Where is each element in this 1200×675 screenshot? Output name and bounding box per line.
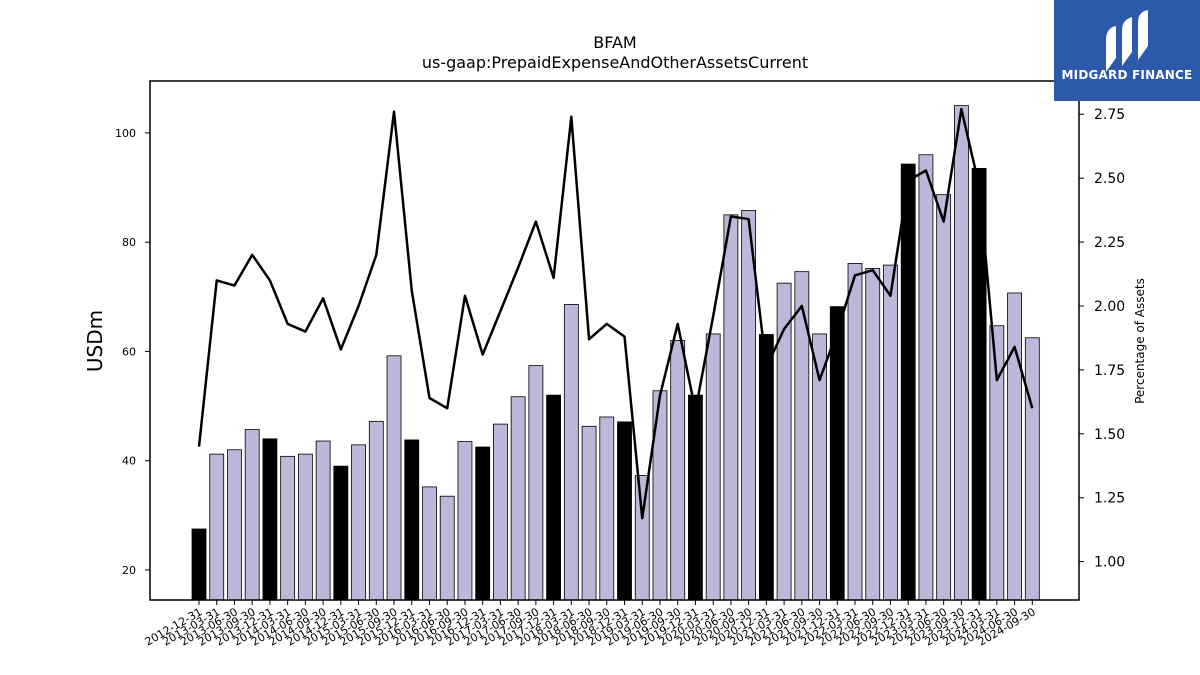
bar: [368, 420, 384, 601]
percentage-line: [197, 107, 1034, 520]
y-tick-label: 60: [122, 345, 136, 358]
y2-axis-label: Percentage of Assets: [1133, 278, 1147, 404]
bar: [386, 355, 402, 601]
y2-tick-label: 2.25: [1094, 235, 1125, 251]
bar: [900, 163, 916, 601]
bar: [351, 444, 366, 601]
bar: [829, 306, 845, 601]
bar: [936, 194, 952, 601]
bar: [493, 423, 508, 601]
y2-tick-label: 1.50: [1094, 427, 1125, 443]
bar: [953, 105, 969, 601]
bar: [475, 446, 491, 601]
y2-tick-label: 1.75: [1094, 363, 1125, 379]
bar: [563, 304, 579, 601]
y-tick-label: 40: [122, 455, 136, 468]
y2-tick-label: 2.00: [1094, 299, 1125, 315]
y2-axis: 1.00 1.25 1.50 1.75 2.00 2.25 2.50 2.75: [1079, 107, 1125, 571]
y2-tick-label: 2.75: [1094, 107, 1125, 123]
midgard-finance-logo: MIDGARD FINANCE: [1054, 0, 1200, 101]
bar: [634, 475, 650, 601]
bar: [847, 263, 863, 601]
bar: [404, 439, 420, 601]
bar: [333, 465, 349, 601]
bar: [723, 214, 739, 601]
bar: [227, 449, 242, 601]
bar: [599, 416, 615, 601]
bar: [439, 495, 455, 601]
x-axis: 2012-12-312013-03-312013-06-302013-09-30…: [143, 600, 1038, 649]
y2-tick-label: 1.00: [1094, 555, 1125, 571]
bar: [315, 440, 331, 601]
bar: [422, 486, 437, 601]
bar: [191, 528, 207, 601]
bar: [883, 264, 898, 601]
bar: [457, 441, 473, 601]
bar: [705, 333, 721, 601]
logo-mark-icon: [1106, 10, 1148, 72]
chart-title: BFAM: [593, 33, 636, 52]
y-tick-label: 20: [122, 564, 136, 577]
bar: [244, 429, 260, 601]
bar: [617, 421, 632, 601]
bar: [510, 396, 526, 601]
plot-frame: [149, 80, 1080, 601]
bar: [581, 425, 597, 601]
y-axis: 20 40 60 80 100: [115, 127, 150, 577]
bar: [1024, 337, 1040, 601]
chart-subtitle: us-gaap:PrepaidExpenseAndOtherAssetsCurr…: [422, 53, 808, 72]
bar: [280, 455, 296, 601]
y2-tick-label: 2.50: [1094, 171, 1125, 187]
bar: [262, 438, 278, 601]
bar: [688, 394, 703, 601]
y-tick-label: 80: [122, 236, 136, 249]
bar: [1007, 292, 1022, 601]
bar: [812, 333, 827, 601]
y-tick-label: 100: [115, 127, 136, 140]
logo-text: MIDGARD FINANCE: [1061, 68, 1193, 82]
bar: [209, 453, 225, 601]
bar: [546, 394, 561, 601]
bar: [865, 267, 881, 601]
bar: [758, 334, 774, 601]
y-axis-label: USDm: [83, 310, 107, 372]
bar: [297, 453, 313, 601]
y2-tick-label: 1.25: [1094, 491, 1125, 507]
bar: [670, 340, 686, 601]
bar: [794, 271, 810, 601]
bar: [918, 154, 934, 601]
bar: [528, 365, 544, 601]
